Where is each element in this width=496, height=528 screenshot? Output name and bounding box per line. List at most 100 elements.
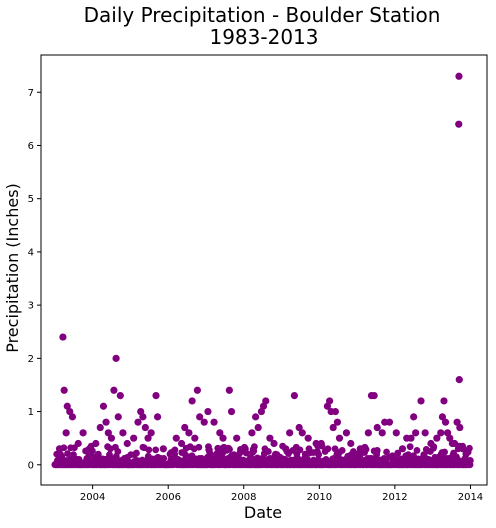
data-point: [296, 446, 304, 454]
x-axis-label: Date: [244, 503, 282, 522]
data-point: [446, 434, 454, 442]
plot-frame: [40, 54, 488, 486]
x-tick-label: 2012: [382, 492, 407, 503]
data-point: [455, 120, 463, 128]
data-point: [55, 445, 64, 453]
data-point: [394, 449, 402, 457]
x-tick-label: 2010: [307, 492, 332, 503]
data-point: [298, 429, 306, 437]
data-point: [145, 446, 153, 454]
data-point: [74, 439, 82, 448]
data-point: [210, 418, 218, 426]
data-point: [356, 445, 364, 453]
data-point: [413, 447, 421, 454]
data-point: [412, 429, 420, 437]
data-point: [147, 429, 155, 437]
data-point: [114, 413, 122, 421]
data-point: [262, 397, 270, 405]
data-point: [304, 456, 311, 463]
y-axis: 0 1 2 3 4 5 6 7: [28, 88, 41, 471]
data-point: [130, 434, 138, 442]
data-point: [99, 402, 108, 410]
baseline-points-group: [51, 442, 474, 469]
data-point: [437, 429, 445, 437]
data-point: [466, 444, 473, 452]
data-point: [110, 386, 118, 394]
data-point: [421, 429, 429, 437]
data-point: [160, 454, 168, 462]
data-point: [417, 397, 425, 405]
data-point: [92, 439, 100, 448]
data-point: [462, 450, 470, 458]
data-points-group: [55, 72, 470, 458]
data-point: [114, 448, 122, 455]
data-point: [141, 423, 149, 432]
data-point: [254, 423, 262, 432]
data-point: [335, 434, 344, 442]
data-point: [324, 445, 332, 453]
data-point: [407, 434, 415, 442]
data-point: [331, 407, 339, 416]
y-tick-label: 6: [28, 141, 34, 152]
data-point: [455, 72, 463, 80]
data-point: [225, 386, 233, 394]
x-tick-label: 2004: [80, 492, 105, 503]
data-point: [383, 448, 390, 456]
data-point: [266, 434, 274, 442]
data-point: [250, 443, 258, 451]
data-point: [64, 450, 71, 458]
data-point: [459, 445, 467, 453]
data-point: [455, 376, 463, 384]
y-axis-label: Precipitation (Inches): [3, 183, 22, 353]
data-point: [166, 450, 174, 458]
data-point: [193, 386, 201, 394]
data-point: [325, 397, 334, 405]
data-point: [62, 429, 70, 437]
data-point: [139, 413, 147, 421]
y-tick-label: 2: [28, 354, 34, 365]
data-point: [451, 439, 459, 448]
data-point: [102, 418, 110, 426]
chart-title-line-1: Daily Precipitation - Boulder Station: [84, 3, 441, 27]
data-point: [112, 354, 120, 362]
y-tick-label: 5: [28, 194, 34, 205]
data-point: [134, 418, 142, 426]
data-point: [152, 391, 160, 400]
data-point: [347, 439, 355, 448]
data-point: [373, 447, 381, 454]
data-point: [204, 407, 212, 416]
data-point: [144, 434, 152, 442]
data-point: [398, 445, 407, 453]
data-point: [342, 429, 351, 437]
data-point: [241, 445, 249, 453]
data-point: [466, 457, 474, 464]
data-point: [159, 445, 167, 453]
data-point: [290, 391, 299, 400]
data-point: [216, 429, 224, 437]
data-point: [195, 443, 203, 451]
x-tick-label: 2006: [155, 492, 180, 503]
data-point: [370, 391, 378, 400]
data-point: [96, 423, 104, 432]
data-point: [378, 429, 386, 437]
data-point: [196, 413, 204, 421]
data-point: [59, 333, 67, 341]
data-point: [177, 439, 186, 448]
data-point: [264, 448, 272, 455]
data-point: [119, 429, 127, 437]
data-point: [410, 413, 418, 421]
data-point: [107, 434, 116, 442]
data-point: [185, 429, 193, 437]
data-point: [385, 418, 394, 426]
data-point: [362, 445, 370, 453]
data-point: [248, 429, 256, 437]
data-point: [438, 413, 447, 421]
data-point: [226, 445, 233, 453]
data-point: [286, 429, 294, 437]
data-point: [406, 443, 414, 451]
y-tick-label: 3: [28, 301, 34, 312]
data-point: [270, 439, 278, 448]
data-point: [200, 418, 208, 426]
data-point: [153, 413, 162, 421]
